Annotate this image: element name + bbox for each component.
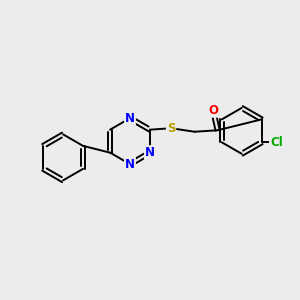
Text: O: O xyxy=(208,104,218,117)
Text: N: N xyxy=(125,158,135,171)
Text: S: S xyxy=(167,122,175,135)
Text: N: N xyxy=(125,112,135,125)
Text: N: N xyxy=(145,146,155,159)
Text: Cl: Cl xyxy=(270,136,283,149)
